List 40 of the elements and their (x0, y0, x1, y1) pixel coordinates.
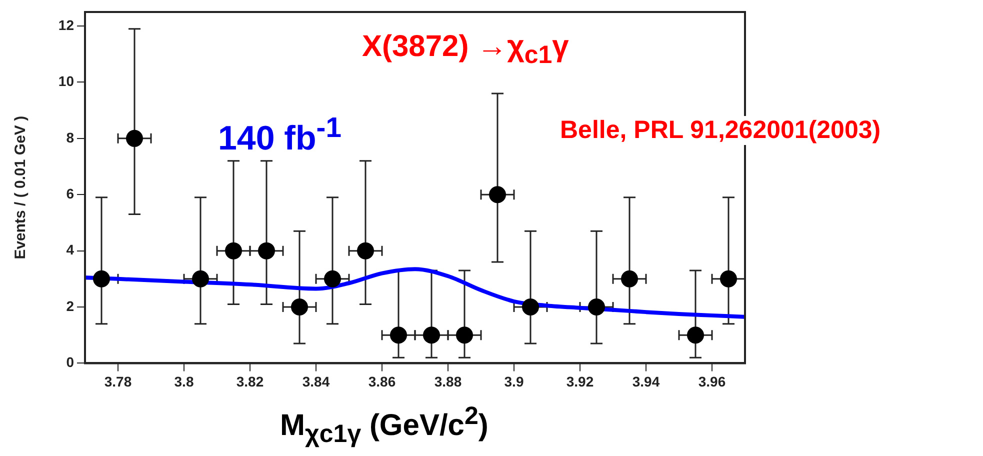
point (621, 270, 638, 288)
y-tick-label: 10 (58, 73, 74, 90)
x-tick-label: 3.94 (632, 373, 660, 390)
point (258, 242, 275, 260)
y-tick-label: 12 (58, 16, 74, 33)
point (489, 186, 506, 204)
annotation: X(3872) →χ$_{c1}$γ (362, 30, 569, 70)
x-tick-label: 3.84 (302, 373, 330, 390)
point (192, 270, 209, 288)
point (522, 298, 539, 316)
point (225, 242, 242, 260)
x-tick-label: 3.92 (566, 373, 594, 390)
x-tick-label: 3.82 (236, 373, 264, 390)
x-tick-label: 3.8 (174, 373, 194, 390)
y-tick-label: 0 (66, 354, 74, 370)
x-tick-label: 3.78 (104, 373, 132, 390)
point (720, 270, 737, 288)
x-tick-label: 3.9 (504, 373, 524, 390)
annotation: Belle, PRL 91,262001(2003) (560, 116, 881, 145)
line-series (85, 267, 745, 319)
y-axis-title: Events / ( 0.01 GeV ) (12, 116, 30, 260)
x-tick-label: 3.88 (434, 373, 462, 390)
x-tick-label: 3.96 (698, 373, 726, 390)
point (93, 270, 110, 288)
x-tick-label: 3.86 (368, 373, 396, 390)
y-tick-label: 8 (66, 129, 74, 146)
point (588, 298, 605, 316)
y-tick-label: 6 (66, 185, 74, 202)
point (423, 326, 440, 344)
point (390, 326, 407, 344)
annotation: 140 fb$^{-1}$ (218, 112, 342, 158)
point (126, 130, 143, 147)
point (456, 326, 473, 344)
y-tick-label: 4 (66, 242, 74, 258)
point (687, 326, 704, 344)
y-tick-label: 2 (66, 298, 74, 314)
point (291, 298, 308, 316)
point (324, 270, 341, 288)
x-axis-title: M$_{χc1γ}$ (GeV/c$^{2}$) (280, 402, 488, 449)
point (357, 242, 374, 260)
